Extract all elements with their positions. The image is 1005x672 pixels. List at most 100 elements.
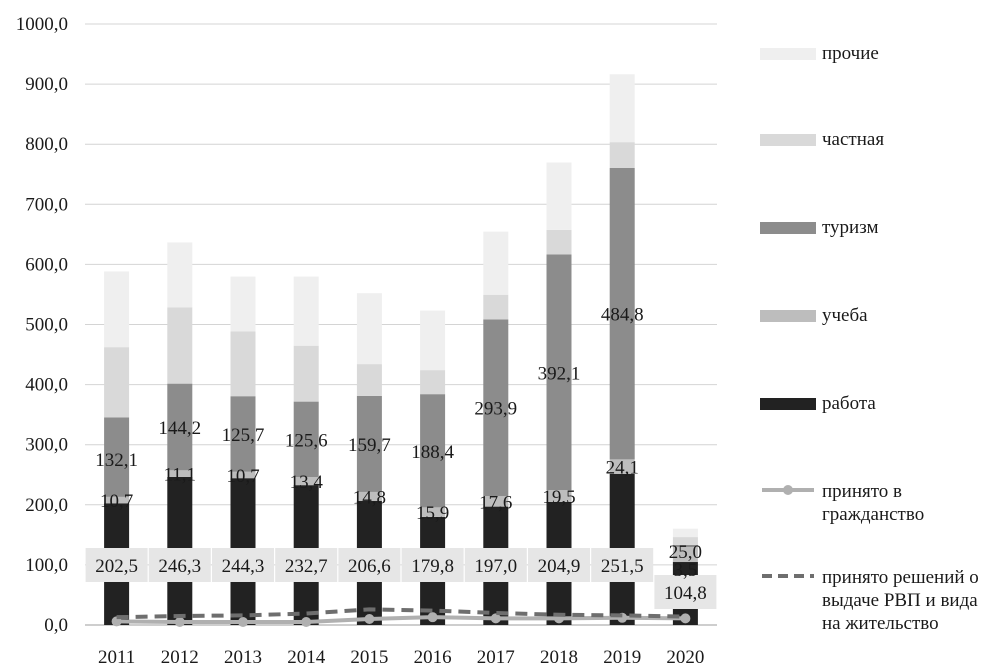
bar-segment-прочие — [609, 74, 635, 143]
data-label-box — [275, 548, 338, 582]
line-marker-citizenship — [364, 613, 375, 624]
legend-label: частная — [822, 129, 885, 150]
data-label-ucheba: 10,7 — [226, 466, 259, 487]
bar-segment-частная — [483, 294, 509, 320]
x-tick-label: 2012 — [161, 647, 199, 668]
legend-label: принято решений о выдаче РВП и вида на ж… — [822, 567, 979, 634]
y-tick-label: 1000,0 — [16, 14, 68, 35]
line-marker-citizenship — [238, 616, 248, 627]
data-label-rabota: 251,5 — [601, 556, 644, 577]
bar-segment-прочие — [230, 276, 256, 332]
legend-line-marker-icon — [762, 485, 814, 495]
legend-swatch-turizm — [760, 222, 816, 234]
legend-item-turizm: туризм — [760, 216, 997, 239]
data-label-ucheba: 24,1 — [606, 458, 639, 479]
data-label-turizm: 293,9 — [474, 399, 517, 420]
data-label-box — [148, 548, 211, 582]
data-label-turizm: 125,7 — [222, 425, 265, 446]
bar-segment-туризм — [104, 417, 130, 497]
legend-item-rvp: принято решений о выдаче РВП и вида на ж… — [760, 566, 997, 635]
line-marker-citizenship — [301, 616, 312, 627]
data-label-rabota: 104,8 — [664, 583, 707, 604]
bar-segment-частная — [672, 537, 698, 545]
x-tick-label: 2017 — [477, 647, 515, 668]
data-label-box — [338, 548, 401, 582]
data-label-box — [528, 548, 590, 582]
bar-segment-частная — [420, 370, 446, 395]
bar-segment-учеба — [167, 470, 193, 477]
x-tick-label: 2020 — [666, 647, 704, 668]
bar-segment-туризм — [420, 394, 446, 508]
bar-segment-туризм — [483, 319, 509, 497]
data-label-rabota: 204,9 — [538, 556, 581, 577]
bar-segment-учеба — [672, 546, 698, 563]
x-tick-label: 2019 — [603, 647, 641, 668]
legend-item-chastnaya: частная — [760, 128, 997, 151]
y-tick-label: 500,0 — [25, 315, 68, 336]
data-label-box — [591, 548, 654, 582]
bar-segment-туризм — [609, 167, 635, 460]
legend-label: туризм — [822, 217, 879, 238]
legend-swatch-chastnaya — [760, 134, 816, 146]
bar-segment-туризм — [293, 401, 319, 478]
data-label-turizm: 392,1 — [538, 363, 581, 384]
data-label-turizm: 125,6 — [285, 430, 328, 451]
data-label-turizm: 484,8 — [601, 305, 644, 326]
bar-segment-прочие — [420, 310, 446, 371]
bar-segment-учеба — [293, 477, 319, 486]
bar-segment-частная — [167, 307, 193, 384]
data-label-rabota: 246,3 — [158, 556, 201, 577]
legend-label: прочие — [822, 43, 879, 64]
line-marker-citizenship — [680, 613, 691, 624]
data-label-rabota: 232,7 — [285, 556, 328, 577]
line-series-rvp — [116, 607, 686, 620]
bar-segment-прочие — [356, 293, 382, 365]
legend-item-rabota: работа — [760, 392, 997, 415]
y-tick-label: 800,0 — [25, 134, 68, 155]
y-tick-label: 900,0 — [25, 74, 68, 95]
data-label-rabota: 244,3 — [222, 556, 265, 577]
data-label-ucheba: 15,9 — [416, 503, 449, 524]
bar-segment-учеба — [546, 490, 572, 502]
x-tick-label: 2015 — [350, 647, 388, 668]
chart-legend: прочие частная туризм учеба работа приня… — [760, 0, 1005, 672]
data-label-turizm: 144,2 — [158, 418, 201, 439]
bar-segment-туризм — [230, 396, 256, 472]
line-marker-citizenship — [427, 612, 438, 623]
data-label-box — [212, 548, 274, 582]
y-tick-label: 300,0 — [25, 435, 68, 456]
legend-label: учеба — [822, 305, 868, 326]
line-series-citizenship — [116, 615, 686, 624]
data-label-box — [85, 548, 148, 582]
data-label-box — [464, 548, 527, 582]
data-label-rabota: 179,8 — [411, 556, 454, 577]
legend-label: принято в гражданство — [822, 481, 925, 525]
bar-segment-прочие — [546, 162, 572, 230]
data-label-rabota: 197,0 — [474, 556, 517, 577]
data-label-ucheba: 17,6 — [479, 492, 512, 513]
data-label-turizm: 188,4 — [411, 442, 454, 463]
data-label-ucheba: 10,7 — [100, 491, 133, 512]
data-label-box — [654, 575, 717, 609]
bar-segment-учеба — [104, 496, 130, 504]
data-label-turizm: 159,7 — [348, 435, 391, 456]
data-label-ucheba: 19,5 — [542, 487, 575, 508]
x-tick-label: 2013 — [224, 647, 262, 668]
bar-segment-прочие — [167, 242, 193, 308]
y-tick-label: 0,0 — [44, 615, 68, 636]
data-label-box — [401, 548, 464, 582]
legend-item-ucheba: учеба — [760, 304, 997, 327]
y-tick-label: 700,0 — [25, 194, 68, 215]
y-tick-label: 600,0 — [25, 254, 68, 275]
bar-segment-частная — [293, 345, 319, 402]
bar-segment-туризм — [167, 383, 193, 471]
x-tick-label: 2016 — [414, 647, 452, 668]
bar-segment-частная — [356, 364, 382, 396]
bar-segment-частная — [609, 142, 635, 168]
legend-swatch-ucheba — [760, 310, 816, 322]
bar-segment-учеба — [420, 507, 446, 517]
legend-swatch-rabota — [760, 398, 816, 410]
y-tick-label: 400,0 — [25, 375, 68, 396]
stacked-bar-chart: 0,0 100,0 200,0 300,0 400,0 500,0 600,0 700,0 80… — [16, 14, 717, 668]
bar-segment-прочие — [293, 276, 319, 346]
